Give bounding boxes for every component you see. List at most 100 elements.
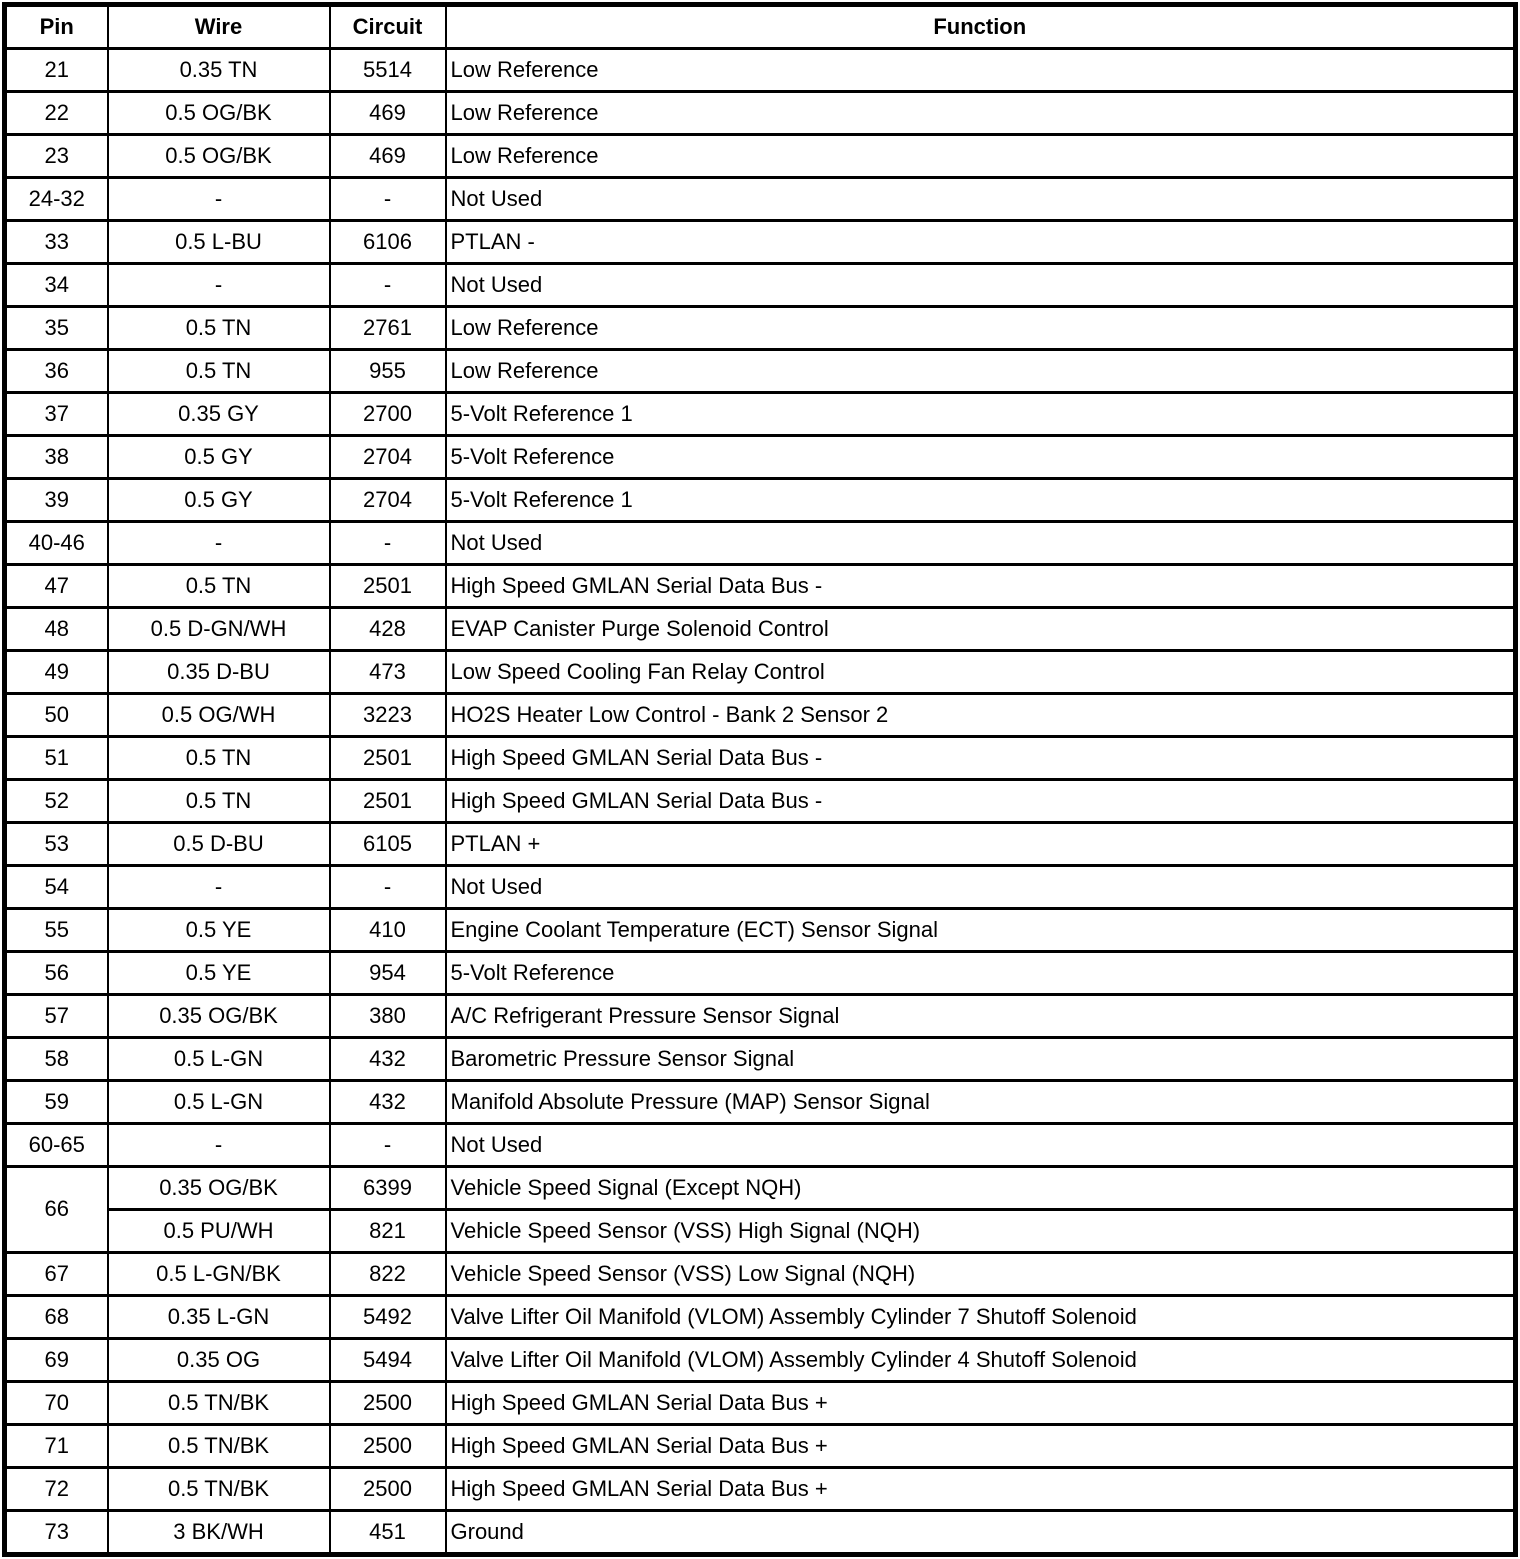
pin-cell: 49 [3, 649, 109, 695]
table-row: 51 0.5 TN 2501 High Speed GMLAN Serial Data… [3, 735, 1517, 781]
function-cell: 5-Volt Reference 1 [444, 477, 1517, 523]
pin-cell: 72 [3, 1466, 109, 1512]
circuit-cell: 469 [328, 90, 447, 136]
column-header-pin: Pin [3, 3, 109, 50]
circuit-cell: 432 [328, 1079, 447, 1125]
pin-cell: 34 [3, 262, 109, 308]
column-header-wire: Wire [106, 3, 331, 50]
wire-cell: 0.5 TN [106, 735, 331, 781]
function-cell: 5-Volt Reference 1 [444, 391, 1517, 437]
wire-cell: 0.5 L-GN/BK [106, 1251, 331, 1297]
circuit-cell: 2501 [328, 778, 447, 824]
function-cell: PTLAN + [444, 821, 1517, 867]
table-row: 48 0.5 D-GN/WH 428 EVAP Canister Purge Sole… [3, 606, 1517, 652]
pin-cell: 67 [3, 1251, 109, 1297]
wire-cell: 0.5 TN [106, 563, 331, 609]
function-cell: Vehicle Speed Sensor (VSS) High Signal (… [444, 1208, 1517, 1254]
wire-cell: 0.5 TN/BK [106, 1466, 331, 1512]
table-row: 55 0.5 YE 410 Engine Coolant Temperature (E… [3, 907, 1517, 953]
table-row: 39 0.5 GY 2704 5-Volt Reference 1 [3, 477, 1517, 523]
pin-cell: 24-32 [3, 176, 109, 222]
circuit-cell: 954 [328, 950, 447, 996]
table-row: 34- - Not Used [3, 262, 1517, 308]
table-row: 60-65- - Not Used [3, 1122, 1517, 1168]
table-row: 70 0.5 TN/BK 2500 High Speed GMLAN Serial D… [3, 1380, 1517, 1426]
wire-cell: 0.35 OG/BK [106, 993, 331, 1039]
table-row: 22 0.5 OG/BK 469 Low Reference [3, 90, 1517, 136]
circuit-cell: 2704 [328, 477, 447, 523]
wire-cell: 0.5 OG/WH [106, 692, 331, 738]
pin-cell: 52 [3, 778, 109, 824]
table-row: 73 3 BK/WH 451 Ground [3, 1509, 1517, 1556]
wire-cell: 0.5 OG/BK [106, 133, 331, 179]
pin-cell: 54 [3, 864, 109, 910]
function-cell: Manifold Absolute Pressure (MAP) Sensor … [444, 1079, 1517, 1125]
table-row: 38 0.5 GY 2704 5-Volt Reference [3, 434, 1517, 480]
wire-cell: 0.35 D-BU [106, 649, 331, 695]
pin-cell: 48 [3, 606, 109, 652]
wire-cell: 0.35 TN [106, 47, 331, 93]
circuit-cell: 410 [328, 907, 447, 953]
table-row: 69 0.35 OG 5494 Valve Lifter Oil Manifold (… [3, 1337, 1517, 1383]
function-cell: HO2S Heater Low Control - Bank 2 Sensor … [444, 692, 1517, 738]
table-row: 56 0.5 YE 954 5-Volt Reference [3, 950, 1517, 996]
wire-cell: - [106, 864, 331, 910]
pin-cell: 68 [3, 1294, 109, 1340]
function-cell: High Speed GMLAN Serial Data Bus + [444, 1423, 1517, 1469]
circuit-cell: 2500 [328, 1423, 447, 1469]
pin-cell: 37 [3, 391, 109, 437]
table-row: 35 0.5 TN 2761 Low Reference [3, 305, 1517, 351]
function-cell: Not Used [444, 1122, 1517, 1168]
function-cell: 5-Volt Reference [444, 434, 1517, 480]
function-cell: Not Used [444, 864, 1517, 910]
pin-cell: 35 [3, 305, 109, 351]
circuit-cell: 469 [328, 133, 447, 179]
wire-cell: 0.5 YE [106, 907, 331, 953]
wire-cell: 3 BK/WH [106, 1509, 331, 1556]
circuit-cell: 2700 [328, 391, 447, 437]
circuit-cell: - [328, 1122, 447, 1168]
function-cell: Vehicle Speed Sensor (VSS) Low Signal (N… [444, 1251, 1517, 1297]
circuit-cell: 821 [328, 1208, 447, 1254]
wire-cell: 0.5 D-GN/WH [106, 606, 331, 652]
function-cell: A/C Refrigerant Pressure Sensor Signal [444, 993, 1517, 1039]
wire-cell: 0.5 OG/BK [106, 90, 331, 136]
circuit-cell: 2761 [328, 305, 447, 351]
circuit-cell: 955 [328, 348, 447, 394]
pin-cell: 57 [3, 993, 109, 1039]
function-cell: Low Reference [444, 348, 1517, 394]
column-header-circuit: Circuit [328, 3, 447, 50]
pin-cell: 55 [3, 907, 109, 953]
pin-cell: 22 [3, 90, 109, 136]
wire-cell: - [106, 520, 331, 566]
function-cell: Low Speed Cooling Fan Relay Control [444, 649, 1517, 695]
pin-cell: 60-65 [3, 1122, 109, 1168]
circuit-cell: 6399 [328, 1165, 447, 1211]
function-cell: Low Reference [444, 133, 1517, 179]
table-row: 67 0.5 L-GN/BK 822 Vehicle Speed Sensor (VS… [3, 1251, 1517, 1297]
function-cell: Engine Coolant Temperature (ECT) Sensor … [444, 907, 1517, 953]
table-row: 0.5 PU/WH 821 Vehicle Speed Sensor (VSS) H… [5, 1208, 1517, 1254]
circuit-cell: 2501 [328, 563, 447, 609]
function-cell: High Speed GMLAN Serial Data Bus - [444, 735, 1517, 781]
pin-cell: 51 [3, 735, 109, 781]
wire-cell: - [106, 1122, 331, 1168]
function-cell: 5-Volt Reference [444, 950, 1517, 996]
wire-cell: 0.5 L-GN [106, 1036, 331, 1082]
function-cell: Barometric Pressure Sensor Signal [444, 1036, 1517, 1082]
function-cell: Low Reference [444, 47, 1517, 93]
function-cell: Not Used [444, 176, 1517, 222]
wire-cell: - [106, 176, 331, 222]
function-cell: High Speed GMLAN Serial Data Bus + [444, 1380, 1517, 1426]
table-row: 40-46- - Not Used [3, 520, 1517, 566]
circuit-cell: - [328, 262, 447, 308]
pin-cell: 73 [3, 1509, 109, 1556]
table-row: 37 0.35 GY 2700 5-Volt Reference 1 [3, 391, 1517, 437]
header-row: Pin Wire Circuit Function [3, 3, 1517, 50]
wire-cell: 0.5 GY [106, 434, 331, 480]
column-header-function: Function [444, 3, 1517, 50]
circuit-cell: 5494 [328, 1337, 447, 1383]
table-row: 57 0.35 OG/BK 380 A/C Refrigerant Pressure … [3, 993, 1517, 1039]
function-cell: Low Reference [444, 90, 1517, 136]
